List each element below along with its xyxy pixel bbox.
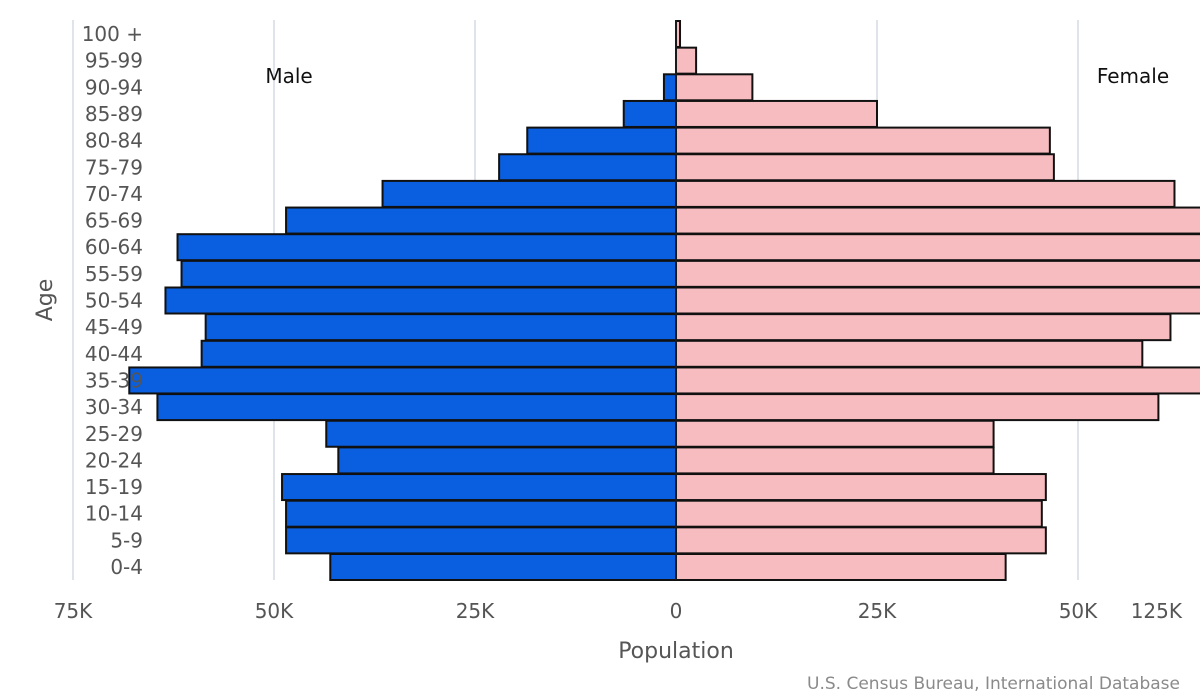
legend-label-male: Male [265,64,312,88]
bar-female-35-39 [675,366,1200,395]
bar-male-75-79 [498,153,677,182]
y-tick-label: 55-59 [85,262,143,286]
y-tick-label: 10-14 [85,502,143,526]
x-tick-label: 25K [858,599,897,623]
bar-female-95-99 [675,46,698,75]
x-tick-label: 50K [255,599,294,623]
bar-male-40-44 [200,339,677,368]
bar-female-30-34 [675,393,1160,422]
bar-female-80-84 [675,126,1051,155]
bar-male-60-64 [176,233,678,262]
y-tick-label: 40-44 [85,342,143,366]
y-tick-label: 35-39 [85,368,143,392]
bar-male-85-89 [622,99,677,128]
bar-female-25-29 [675,419,995,448]
bar-female-70-74 [675,179,1176,208]
bar-male-25-29 [325,419,677,448]
bar-male-50-54 [164,286,678,315]
bar-male-55-59 [180,259,677,288]
y-tick-label: 20-24 [85,448,143,472]
x-tick-label: 50K [1059,599,1098,623]
bar-female-40-44 [675,339,1144,368]
bar-male-5-9 [285,526,677,555]
bar-female-15-19 [675,473,1047,502]
y-tick-label: 25-29 [85,422,143,446]
y-tick-label: 80-84 [85,129,143,153]
y-tick-label: 70-74 [85,182,143,206]
bar-female-60-64 [675,233,1200,262]
y-tick-label: 50-54 [85,289,143,313]
x-axis-title: Population [618,639,734,664]
bar-female-100+ [675,20,682,48]
y-tick-label: 15-19 [85,475,143,499]
bar-male-45-49 [204,313,677,342]
bar-female-85-89 [675,99,878,128]
bar-male-70-74 [381,179,677,208]
bar-female-0-4 [675,553,1007,581]
x-tick-label: 25K [456,599,495,623]
y-tick-label: 75-79 [85,155,143,179]
x-tick-label: 125K [1131,599,1183,623]
bar-female-55-59 [675,259,1200,288]
bar-male-15-19 [281,473,677,502]
bar-male-90-94 [662,73,678,102]
bar-female-10-14 [675,499,1043,528]
bar-female-90-94 [675,73,754,102]
bar-male-30-34 [156,393,678,422]
y-tick-label: 5-9 [110,528,143,552]
bar-male-80-84 [526,126,678,155]
legend-label-female: Female [1097,64,1169,88]
y-tick-label: 90-94 [85,75,143,99]
x-tick-label: 0 [670,599,683,623]
y-tick-label: 60-64 [85,235,143,259]
bar-male-0-4 [329,553,677,581]
bar-female-50-54 [675,286,1200,315]
bar-female-45-49 [675,313,1172,342]
x-tick-label: 75K [54,599,93,623]
y-tick-label: 95-99 [85,49,143,73]
y-tick-label: 100 + [82,22,143,46]
bar-male-20-24 [337,446,677,475]
y-tick-label: 85-89 [85,102,143,126]
y-tick-label: 30-34 [85,395,143,419]
y-tick-label: 45-49 [85,315,143,339]
bar-female-65-69 [675,206,1200,235]
bar-male-65-69 [285,206,677,235]
y-tick-label: 65-69 [85,209,143,233]
bar-male-10-14 [285,499,677,528]
y-tick-label: 0-4 [110,555,143,579]
bar-female-5-9 [675,526,1047,555]
bar-female-75-79 [675,153,1055,182]
bar-female-20-24 [675,446,995,475]
y-axis-title: Age [33,279,58,322]
bar-male-35-39 [128,366,677,395]
credit-text: U.S. Census Bureau, International Databa… [807,674,1180,694]
